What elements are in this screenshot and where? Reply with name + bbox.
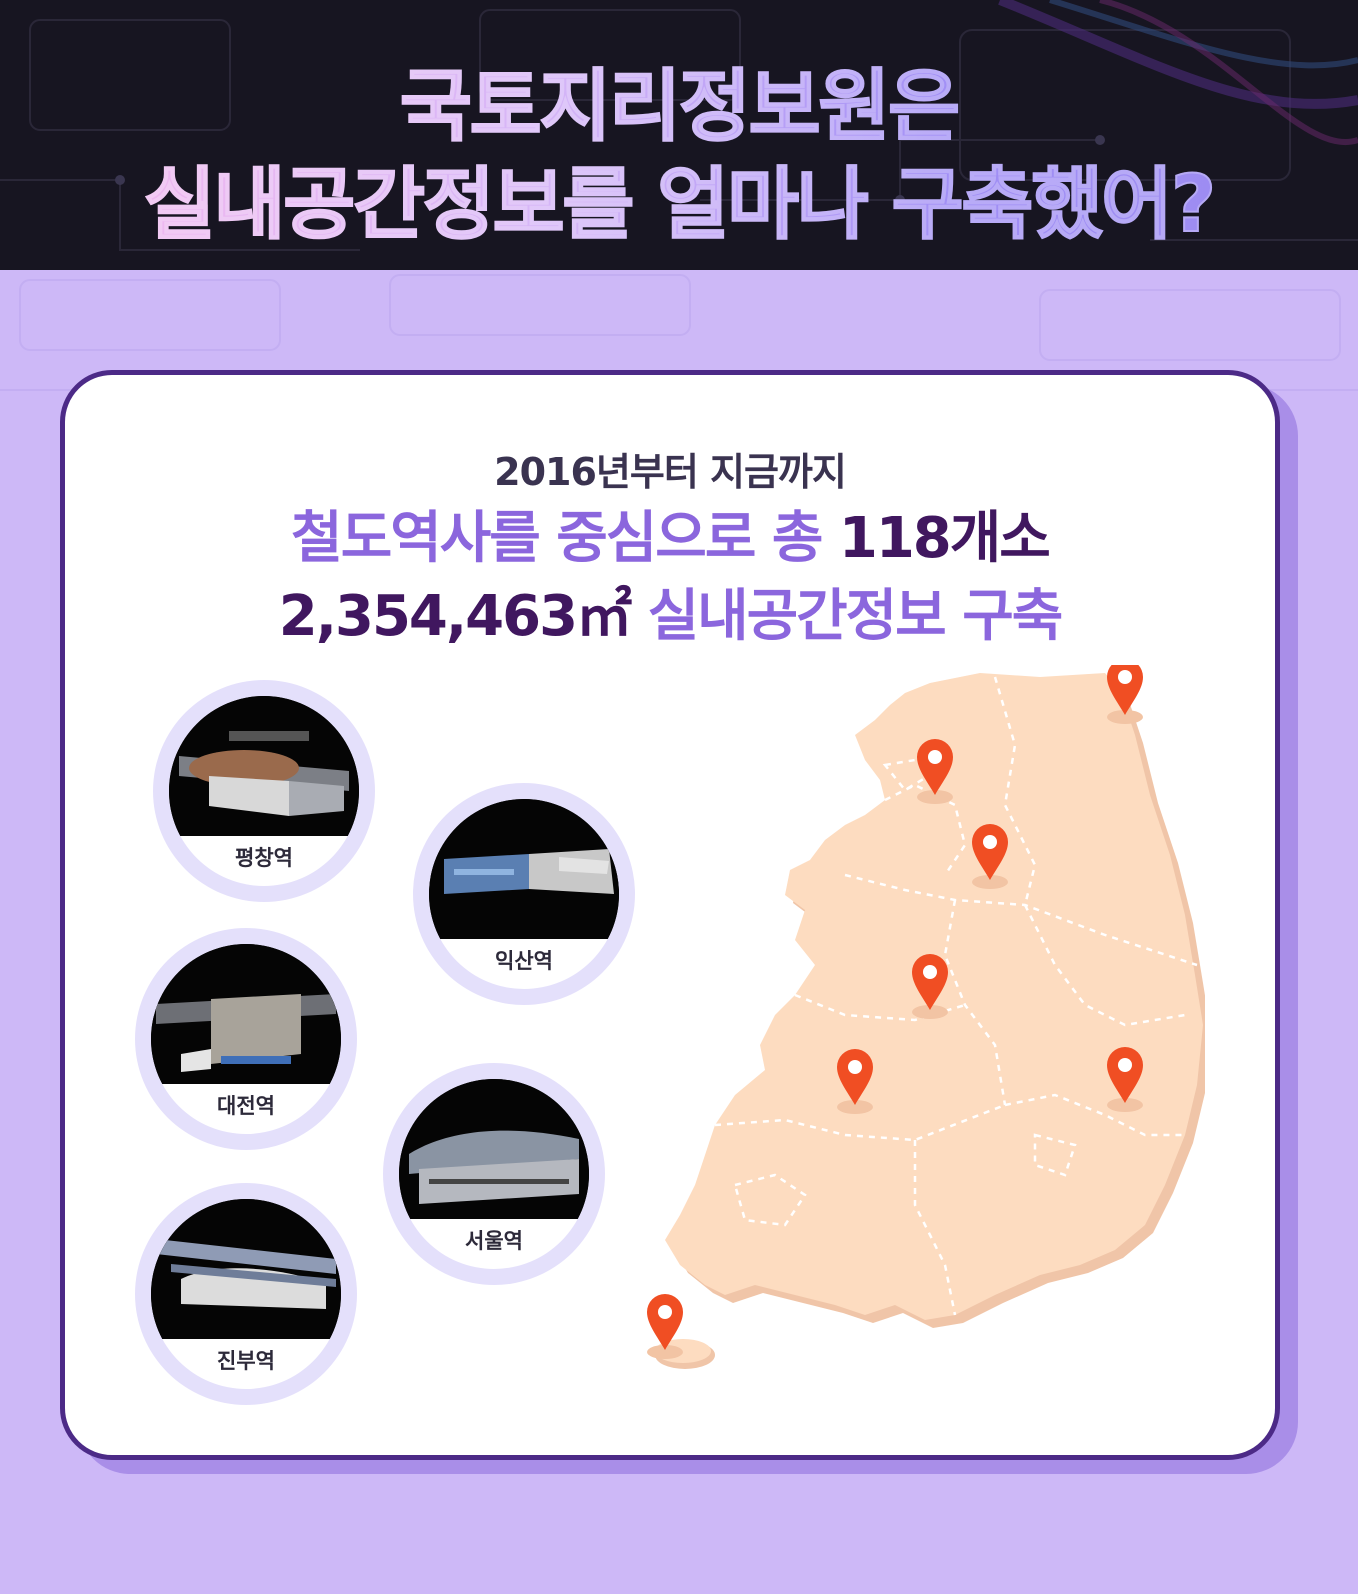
headline2-area: 2,354,463㎡ [278, 584, 632, 649]
station-circle-daejeon: 대전역 [135, 928, 357, 1150]
headline-line-1: 철도역사를 중심으로 총 118개소 [65, 493, 1275, 574]
station-model-image [151, 1199, 341, 1339]
headline1-count: 118개소 [838, 506, 1051, 571]
location-pin-icon [647, 1294, 683, 1359]
station-label: 대전역 [217, 1094, 275, 1118]
station-circle-jinbu: 진부역 [135, 1183, 357, 1405]
subtitle: 2016년부터 지금까지 [494, 450, 847, 494]
station-circle-iksan: 익산역 [413, 783, 635, 1005]
station-circle-pyeongchang: 평창역 [153, 680, 375, 902]
location-pin-icon [912, 954, 948, 1019]
location-pin-icon [837, 1049, 873, 1114]
header-banner: 국토지리정보원은 실내공간정보를 얼마나 구축했어? [0, 0, 1358, 270]
title-line-2: 실내공간정보를 얼마나 구축했어? [0, 142, 1358, 254]
korea-map [647, 665, 1205, 1369]
station-model-image [169, 696, 359, 836]
station-circle-seoul: 서울역 [383, 1063, 605, 1285]
location-pin-icon [972, 824, 1008, 889]
headline2-suffix: 실내공간정보 구축 [630, 584, 1064, 649]
info-card: 2016년부터 지금까지 철도역사를 중심으로 총 118개소 2,354,46… [60, 370, 1280, 1460]
station-label: 평창역 [235, 846, 293, 870]
circuit-decoration [0, 0, 1358, 251]
location-pin-icon [1107, 1047, 1143, 1112]
station-model-image [399, 1079, 589, 1219]
title-line-1: 국토지리정보원은 [0, 44, 1358, 156]
station-model-image [429, 799, 619, 939]
headline-line-2: 2,354,463㎡ 실내공간정보 구축 [65, 571, 1275, 652]
station-label: 진부역 [217, 1349, 275, 1373]
headline1-prefix: 철도역사를 중심으로 총 [291, 506, 839, 571]
station-label: 익산역 [495, 949, 553, 973]
station-model-image [151, 944, 341, 1084]
station-label: 서울역 [465, 1229, 523, 1253]
location-pin-icon [917, 739, 953, 804]
